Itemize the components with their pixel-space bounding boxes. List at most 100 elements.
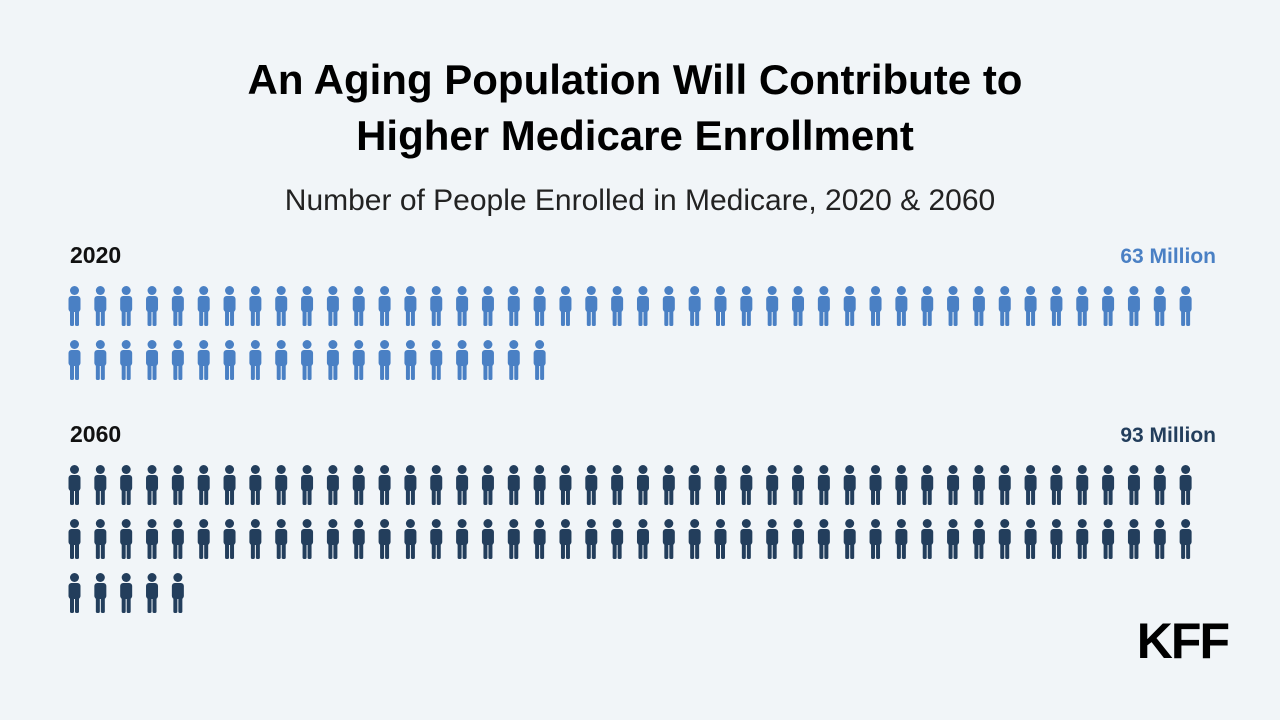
person-icon-2020-9 [275, 286, 288, 326]
person-icon-2020-19 [533, 286, 546, 326]
person-icon-2020-57 [378, 340, 391, 380]
person-icon-2020-22 [611, 286, 624, 326]
person-icon-2060-79 [947, 519, 960, 559]
person-icon-2060-58 [404, 519, 417, 559]
person-icon-2060-60 [456, 519, 469, 559]
person-icon-2060-44 [1179, 465, 1192, 505]
person-icon-2060-90 [94, 573, 107, 613]
person-icon-2060-32 [869, 465, 882, 505]
person-icon-2060-86 [1127, 519, 1140, 559]
person-icon-2020-42 [1127, 286, 1140, 326]
person-icon-2060-3 [120, 465, 133, 505]
person-icon-2020-56 [352, 340, 365, 380]
person-icon-2060-21 [585, 465, 598, 505]
person-icon-2060-64 [559, 519, 572, 559]
person-icon-2060-63 [533, 519, 546, 559]
person-icon-2060-56 [352, 519, 365, 559]
person-icon-2060-27 [740, 465, 753, 505]
person-icon-2020-44 [1179, 286, 1192, 326]
person-icon-2020-61 [481, 340, 494, 380]
person-icon-2020-25 [688, 286, 701, 326]
person-icon-2020-52 [249, 340, 262, 380]
person-icon-2060-72 [766, 519, 779, 559]
person-icon-2060-31 [843, 465, 856, 505]
person-icon-2020-49 [171, 340, 184, 380]
person-icon-2020-60 [456, 340, 469, 380]
person-icon-2060-85 [1102, 519, 1115, 559]
person-icon-2020-26 [714, 286, 727, 326]
person-icon-2020-4 [146, 286, 159, 326]
chart-subtitle: Number of People Enrolled in Medicare, 2… [284, 184, 996, 217]
person-icon-2060-74 [817, 519, 830, 559]
person-icon-2060-4 [146, 465, 159, 505]
person-icon-2060-76 [869, 519, 882, 559]
person-icon-2020-16 [456, 286, 469, 326]
person-icon-2020-41 [1102, 286, 1115, 326]
person-icon-2060-83 [1050, 519, 1063, 559]
person-icon-2060-71 [740, 519, 753, 559]
person-icon-2060-47 [120, 519, 133, 559]
person-icon-2060-88 [1179, 519, 1192, 559]
value-label-2020: 63 Million [1120, 245, 1216, 268]
person-icon-2020-35 [947, 286, 960, 326]
person-icon-2060-14 [404, 465, 417, 505]
person-icon-2060-54 [301, 519, 314, 559]
person-icon-2060-5 [171, 465, 184, 505]
person-icon-2060-15 [430, 465, 443, 505]
person-icon-2060-51 [223, 519, 236, 559]
year-label-2060: 2060 [70, 421, 122, 447]
person-icon-2020-59 [430, 340, 443, 380]
chart-title-line-2: Higher Medicare Enrollment [356, 112, 914, 159]
person-icon-2020-34 [921, 286, 934, 326]
person-icon-2060-2 [94, 465, 107, 505]
person-icon-2060-82 [1024, 519, 1037, 559]
person-icon-2060-75 [843, 519, 856, 559]
person-icon-2020-38 [1024, 286, 1037, 326]
person-icon-2060-91 [120, 573, 133, 613]
person-icon-2020-8 [249, 286, 262, 326]
person-icon-2020-27 [740, 286, 753, 326]
person-icon-2060-19 [533, 465, 546, 505]
person-icon-2020-11 [326, 286, 339, 326]
person-icon-2020-39 [1050, 286, 1063, 326]
person-icon-2020-18 [507, 286, 520, 326]
person-icon-2020-7 [223, 286, 236, 326]
person-icon-2020-1 [68, 286, 81, 326]
person-icon-2060-46 [94, 519, 107, 559]
person-icon-2020-63 [533, 340, 546, 380]
person-icon-2020-45 [68, 340, 81, 380]
person-icon-2060-66 [611, 519, 624, 559]
person-icon-2060-18 [507, 465, 520, 505]
person-icon-2060-92 [146, 573, 159, 613]
person-icon-2060-11 [326, 465, 339, 505]
person-icon-2060-22 [611, 465, 624, 505]
person-icon-2060-59 [430, 519, 443, 559]
person-icon-2020-30 [817, 286, 830, 326]
person-icon-2060-43 [1153, 465, 1166, 505]
person-icon-2020-2 [94, 286, 107, 326]
person-icon-2060-37 [998, 465, 1011, 505]
person-icon-2060-41 [1102, 465, 1115, 505]
person-icon-2060-57 [378, 519, 391, 559]
person-icon-2060-17 [481, 465, 494, 505]
person-icon-2060-39 [1050, 465, 1063, 505]
person-icon-2060-69 [688, 519, 701, 559]
person-icon-2020-58 [404, 340, 417, 380]
person-icon-2020-23 [636, 286, 649, 326]
person-icon-2020-13 [378, 286, 391, 326]
person-icon-2060-24 [662, 465, 675, 505]
person-icon-2060-34 [921, 465, 934, 505]
person-icon-2020-5 [171, 286, 184, 326]
person-icon-2060-53 [275, 519, 288, 559]
person-icon-2020-31 [843, 286, 856, 326]
person-icon-2060-84 [1076, 519, 1089, 559]
person-icon-2020-28 [766, 286, 779, 326]
person-icon-2020-47 [120, 340, 133, 380]
person-icon-2060-50 [197, 519, 210, 559]
person-icon-2020-50 [197, 340, 210, 380]
person-icon-2060-7 [223, 465, 236, 505]
person-icon-2020-51 [223, 340, 236, 380]
person-icon-2060-30 [817, 465, 830, 505]
person-icon-2060-8 [249, 465, 262, 505]
person-icon-2020-37 [998, 286, 1011, 326]
